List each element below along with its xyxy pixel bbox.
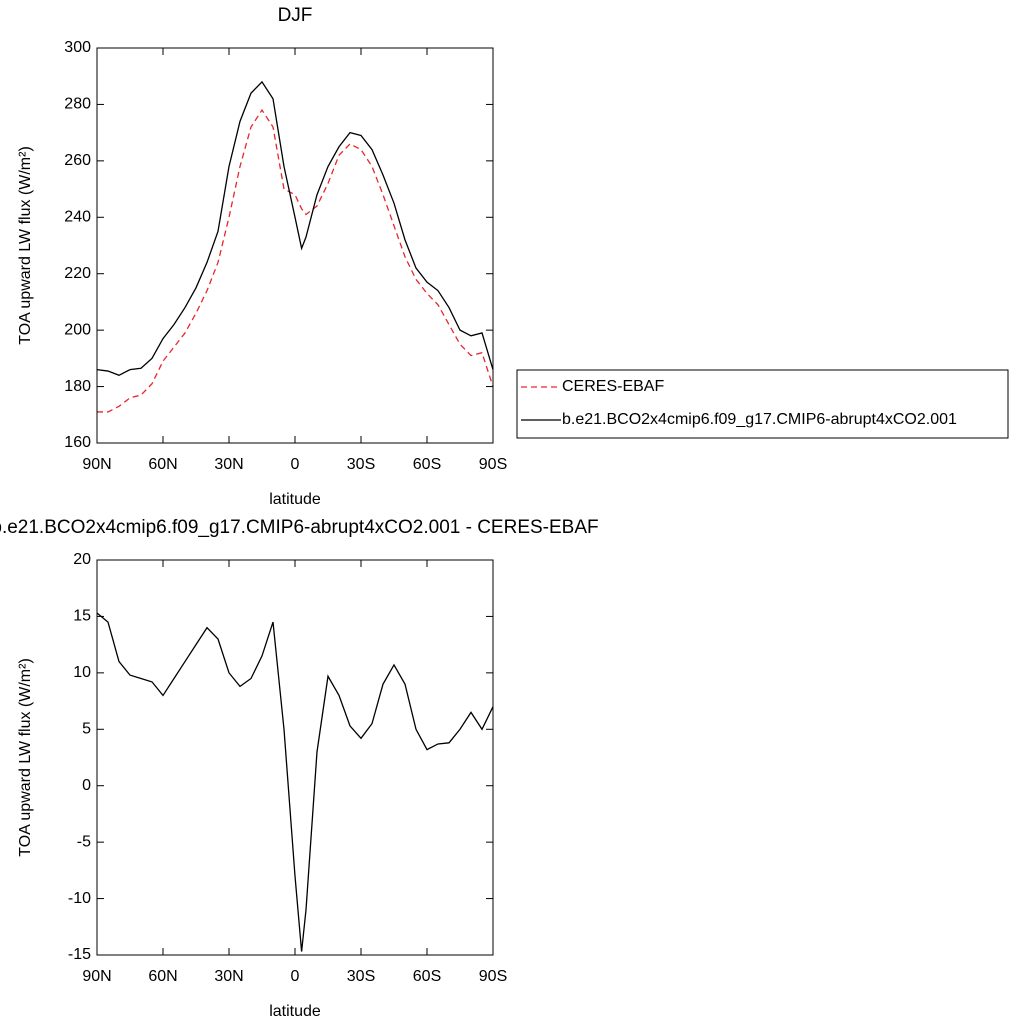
y-tick-label: 240 xyxy=(64,209,91,226)
y-tick-label: 0 xyxy=(82,777,91,794)
plot-frame xyxy=(96,559,494,956)
y-axis-label: TOA upward LW flux (W/m²) xyxy=(17,658,34,857)
x-tick-label: 90N xyxy=(82,968,111,985)
y-tick-label: 220 xyxy=(64,265,91,282)
legend-label: CERES-EBAF xyxy=(562,378,664,395)
y-tick-label: -5 xyxy=(77,833,91,850)
chart-title: b.e21.BCO2x4cmip6.f09_g17.CMIP6-abrupt4x… xyxy=(0,517,599,538)
y-tick-label: 15 xyxy=(73,608,91,625)
x-tick-label: 0 xyxy=(291,456,300,473)
y-tick-label: 10 xyxy=(73,664,91,681)
legend-box xyxy=(516,369,1009,439)
x-tick-label: 30N xyxy=(214,456,243,473)
data-line xyxy=(96,80,494,377)
x-axis-label: latitude xyxy=(269,491,321,508)
y-axis-label: TOA upward LW flux (W/m²) xyxy=(17,146,34,345)
x-tick-label: 30S xyxy=(347,456,375,473)
chart-title: DJF xyxy=(278,5,313,26)
y-tick-label: 5 xyxy=(82,721,91,738)
y-tick-label: -15 xyxy=(68,946,91,963)
data-line xyxy=(97,108,494,413)
x-tick-label: 90S xyxy=(479,456,507,473)
y-tick-label: 180 xyxy=(64,378,91,395)
x-tick-label: 30S xyxy=(347,968,375,985)
legend-label: b.e21.BCO2x4cmip6.f09_g17.CMIP6-abrupt4x… xyxy=(562,411,957,428)
x-axis-label: latitude xyxy=(269,1003,321,1020)
x-tick-label: 60S xyxy=(413,968,441,985)
x-tick-label: 30N xyxy=(214,968,243,985)
y-tick-label: 260 xyxy=(64,152,91,169)
data-line xyxy=(96,612,494,952)
x-tick-label: 60N xyxy=(148,968,177,985)
y-tick-label: 160 xyxy=(64,434,91,451)
y-tick-label: -10 xyxy=(68,890,91,907)
y-tick-label: 200 xyxy=(64,321,91,338)
plot-frame xyxy=(96,47,494,444)
x-tick-label: 90N xyxy=(82,456,111,473)
y-tick-label: 300 xyxy=(64,39,91,56)
y-tick-label: 20 xyxy=(73,551,91,568)
y-tick-label: 280 xyxy=(64,96,91,113)
x-tick-label: 90S xyxy=(479,968,507,985)
x-tick-label: 60N xyxy=(148,456,177,473)
x-tick-label: 60S xyxy=(413,456,441,473)
x-tick-label: 0 xyxy=(291,968,300,985)
